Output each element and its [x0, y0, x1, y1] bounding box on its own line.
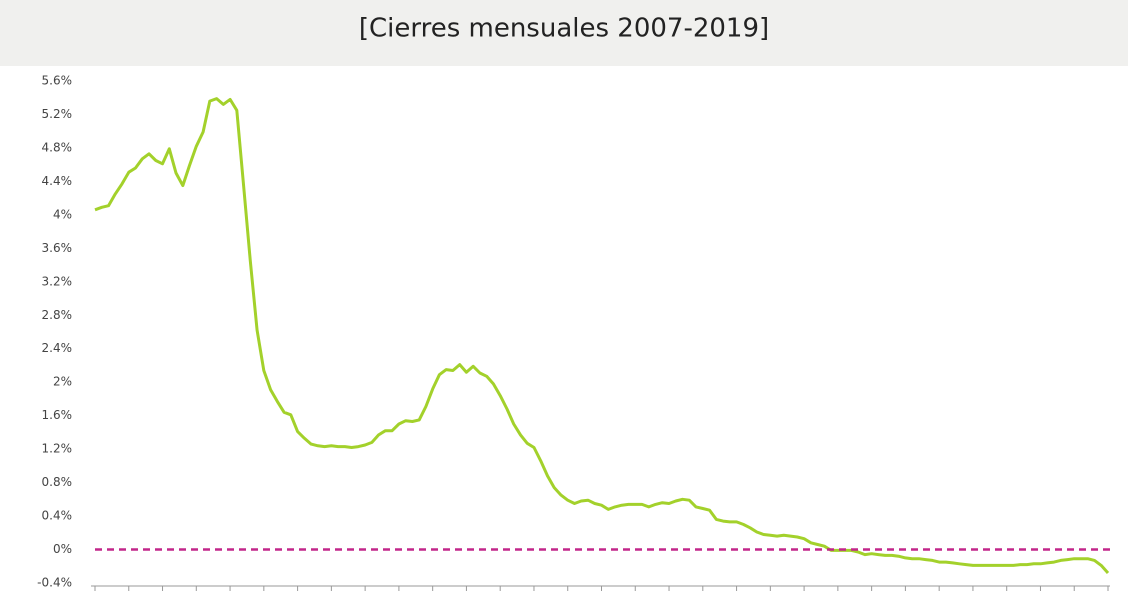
y-tick-label: 0.8%: [42, 475, 73, 489]
y-tick-label: 4.8%: [42, 140, 73, 154]
title-banner: [0, 0, 1128, 66]
y-tick-label: 5.6%: [42, 74, 73, 88]
y-tick-label: 4.4%: [42, 174, 73, 188]
y-tick-label: 2%: [53, 375, 72, 389]
y-tick-label: 5.2%: [42, 107, 73, 121]
y-tick-label: 1.6%: [42, 408, 73, 422]
y-tick-label: 3.6%: [42, 241, 73, 255]
y-tick-label: 0.4%: [42, 509, 73, 523]
data-line: [94, 97, 1110, 575]
y-tick-label: -0.4%: [37, 576, 72, 590]
y-tick-label: 1.2%: [42, 442, 73, 456]
y-tick-label: 3.2%: [42, 274, 73, 288]
y-tick-label: 4%: [53, 207, 72, 221]
y-tick-label: 2.4%: [42, 341, 73, 355]
y-tick-label: 0%: [53, 542, 72, 556]
y-tick-label: 2.8%: [42, 308, 73, 322]
chart-title: [Cierres mensuales 2007-2019]: [359, 14, 769, 44]
